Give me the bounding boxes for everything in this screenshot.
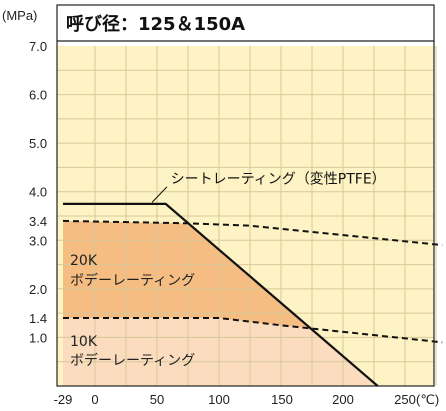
region-label-20k: 20K <box>70 253 98 269</box>
x-tick-label: 150 <box>271 392 293 407</box>
x-unit-label: (℃) <box>416 392 439 407</box>
seat-rating-annotation: シートレーティング（変性PTFE） <box>171 170 386 187</box>
annotation-leader <box>151 186 168 203</box>
y-tick-label: 3.4 <box>29 214 47 229</box>
area-10k-body-rating <box>63 318 418 386</box>
y-tick-label: 5.0 <box>29 136 47 151</box>
line-20k-body-rating <box>62 219 443 247</box>
x-tick-label: 250 <box>394 392 416 407</box>
line-seat-rating <box>63 202 379 387</box>
x-tick-label: 200 <box>332 392 354 407</box>
region-label-20k-sub: ボデーレーティング <box>70 272 195 289</box>
y-unit-label: (MPa) <box>2 8 37 23</box>
y-tick-label: 7.0 <box>29 39 47 54</box>
y-tick-label: 6.0 <box>29 88 47 103</box>
y-tick-label: 1.0 <box>29 330 47 345</box>
x-tick-label: 0 <box>91 392 98 407</box>
x-tick-label: -29 <box>54 392 73 407</box>
chart-title: 呼び径：125＆150A <box>66 13 245 35</box>
region-label-10k: 10K <box>70 334 98 350</box>
x-tick-label: 50 <box>150 392 164 407</box>
x-tick-label: 100 <box>208 392 230 407</box>
chart-frame <box>56 4 435 387</box>
region-label-10k-sub: ボデーレーティング <box>70 352 195 369</box>
y-tick-label: 3.0 <box>29 233 47 248</box>
y-tick-label: 4.0 <box>29 185 47 200</box>
y-tick-label: 1.4 <box>29 311 47 326</box>
y-tick-label: 2.0 <box>29 282 47 297</box>
